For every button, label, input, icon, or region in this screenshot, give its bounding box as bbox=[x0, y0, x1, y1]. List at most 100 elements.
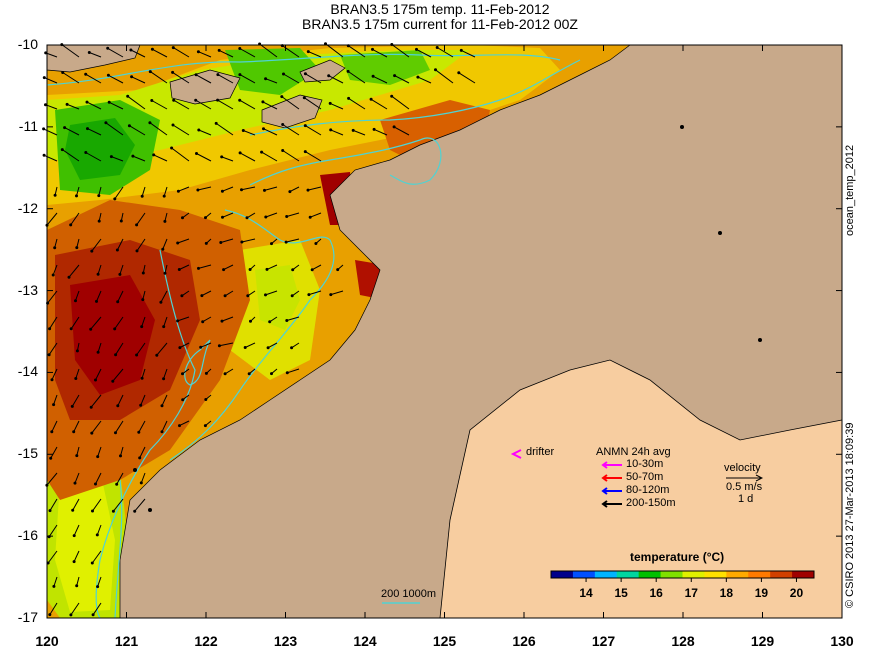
current-vector bbox=[156, 342, 168, 356]
current-vector-head bbox=[346, 69, 350, 73]
current-vector-head bbox=[50, 378, 54, 382]
current-vector bbox=[263, 128, 278, 136]
current-vector bbox=[307, 186, 322, 191]
current-vector bbox=[95, 472, 102, 485]
current-vector-head bbox=[155, 353, 159, 357]
current-vector-head bbox=[75, 194, 78, 198]
y-tick-label: -12 bbox=[17, 199, 38, 216]
current-vector bbox=[171, 147, 190, 162]
current-vector bbox=[117, 290, 124, 303]
current-vector-head bbox=[372, 127, 376, 131]
current-vector bbox=[266, 264, 278, 270]
current-vector bbox=[416, 48, 432, 58]
current-vector-head bbox=[96, 455, 100, 459]
current-vector bbox=[162, 238, 168, 250]
current-vector-head bbox=[238, 151, 242, 155]
current-vector-head bbox=[217, 48, 221, 52]
current-vector bbox=[92, 602, 102, 616]
map-title-line1: BRAN3.5 175m temp. 11-Feb-2012 bbox=[330, 1, 550, 17]
current-vector-head bbox=[284, 240, 288, 244]
temperature-field bbox=[47, 45, 560, 618]
y-tick-label: -13 bbox=[17, 281, 38, 298]
current-vectors bbox=[42, 42, 476, 617]
current-vector-head bbox=[199, 345, 203, 349]
current-vector bbox=[91, 420, 102, 434]
current-vector bbox=[70, 316, 80, 330]
current-vector bbox=[49, 602, 58, 615]
current-vector bbox=[97, 342, 102, 353]
current-vector bbox=[140, 394, 146, 406]
current-vector-head bbox=[69, 327, 73, 331]
colorbar-segment bbox=[770, 571, 793, 578]
current-vector-head bbox=[95, 533, 99, 537]
current-vector bbox=[325, 43, 344, 58]
current-vector bbox=[136, 342, 146, 356]
colorbar-tick-label: 14 bbox=[579, 586, 593, 600]
current-vector bbox=[131, 76, 146, 84]
current-vector-head bbox=[303, 72, 307, 76]
current-vector-head bbox=[241, 129, 245, 132]
map-title-line2: BRAN3.5 175m current for 11-Feb-2012 00Z bbox=[302, 16, 578, 32]
current-vector bbox=[329, 102, 344, 110]
current-vector-head bbox=[89, 405, 93, 409]
current-vector-head bbox=[139, 403, 143, 407]
current-vector bbox=[172, 71, 190, 84]
current-vector bbox=[150, 71, 168, 84]
current-vector-head bbox=[65, 102, 69, 106]
current-vector bbox=[141, 368, 146, 379]
current-vector bbox=[45, 52, 58, 58]
current-vector-head bbox=[127, 124, 131, 128]
current-vector-head bbox=[114, 353, 118, 357]
current-vector-head bbox=[148, 70, 152, 74]
current-vector bbox=[267, 342, 278, 349]
current-vector bbox=[330, 290, 344, 296]
current-vector-head bbox=[74, 299, 77, 303]
current-vector bbox=[220, 238, 234, 243]
current-vector bbox=[62, 72, 80, 84]
current-vector bbox=[282, 150, 300, 162]
current-vector bbox=[305, 151, 322, 162]
current-vector bbox=[311, 264, 322, 271]
current-vector-head bbox=[116, 300, 120, 304]
current-vector bbox=[161, 420, 168, 432]
current-vector-head bbox=[223, 372, 227, 376]
current-vector-head bbox=[162, 194, 166, 198]
current-vector-head bbox=[371, 47, 374, 51]
current-vector-head bbox=[172, 98, 176, 102]
bathymetry-contours bbox=[46, 53, 581, 619]
current-vector-head bbox=[328, 101, 332, 105]
current-vector bbox=[202, 316, 212, 323]
current-vector bbox=[64, 127, 80, 136]
current-vector-head bbox=[106, 46, 110, 50]
current-vector-head bbox=[111, 509, 115, 513]
colorbar-tick-label: 20 bbox=[789, 586, 804, 600]
current-vector bbox=[222, 186, 234, 192]
colorbar-segment bbox=[572, 571, 596, 578]
legend-anmn-item-0: 10-30m bbox=[626, 458, 664, 470]
marker-point bbox=[148, 508, 152, 512]
current-vector-head bbox=[290, 346, 294, 350]
current-vector-head bbox=[163, 271, 167, 275]
current-vector-head bbox=[75, 454, 79, 458]
current-vector-head bbox=[113, 197, 117, 201]
current-vector bbox=[179, 342, 190, 349]
colorbar-title: temperature (°C) bbox=[630, 550, 725, 564]
current-vector bbox=[262, 101, 278, 110]
colorbar-segment bbox=[638, 571, 662, 578]
current-vector bbox=[140, 472, 146, 484]
current-vector-head bbox=[113, 327, 117, 331]
current-vector bbox=[72, 498, 80, 511]
current-vector-head bbox=[84, 151, 88, 154]
current-vector bbox=[52, 264, 58, 276]
current-vector-head bbox=[69, 613, 73, 617]
current-vector-head bbox=[285, 319, 289, 322]
current-vector-head bbox=[171, 123, 175, 127]
current-vector bbox=[138, 420, 146, 433]
current-vector-head bbox=[90, 431, 94, 435]
y-tick-label: -15 bbox=[17, 445, 38, 462]
current-vector-head bbox=[138, 456, 142, 460]
current-vector bbox=[97, 446, 102, 457]
current-vector bbox=[436, 47, 454, 58]
current-vector bbox=[43, 128, 58, 136]
current-vector bbox=[96, 290, 102, 302]
